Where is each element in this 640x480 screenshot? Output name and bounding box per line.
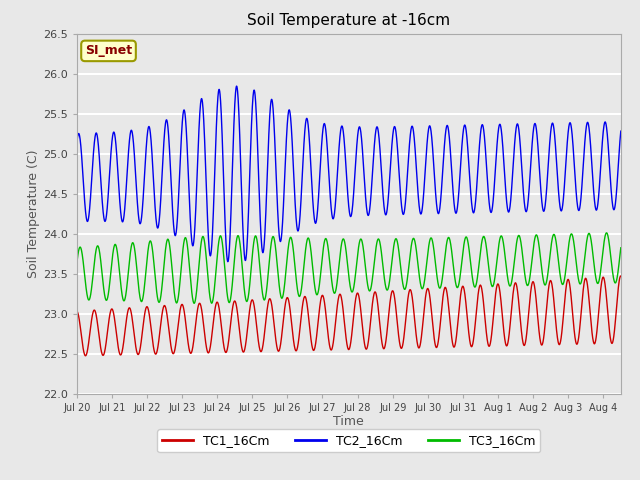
Legend: TC1_16Cm, TC2_16Cm, TC3_16Cm: TC1_16Cm, TC2_16Cm, TC3_16Cm: [157, 429, 540, 452]
Text: SI_met: SI_met: [85, 44, 132, 58]
X-axis label: Time: Time: [333, 415, 364, 429]
Y-axis label: Soil Temperature (C): Soil Temperature (C): [27, 149, 40, 278]
Title: Soil Temperature at -16cm: Soil Temperature at -16cm: [247, 13, 451, 28]
